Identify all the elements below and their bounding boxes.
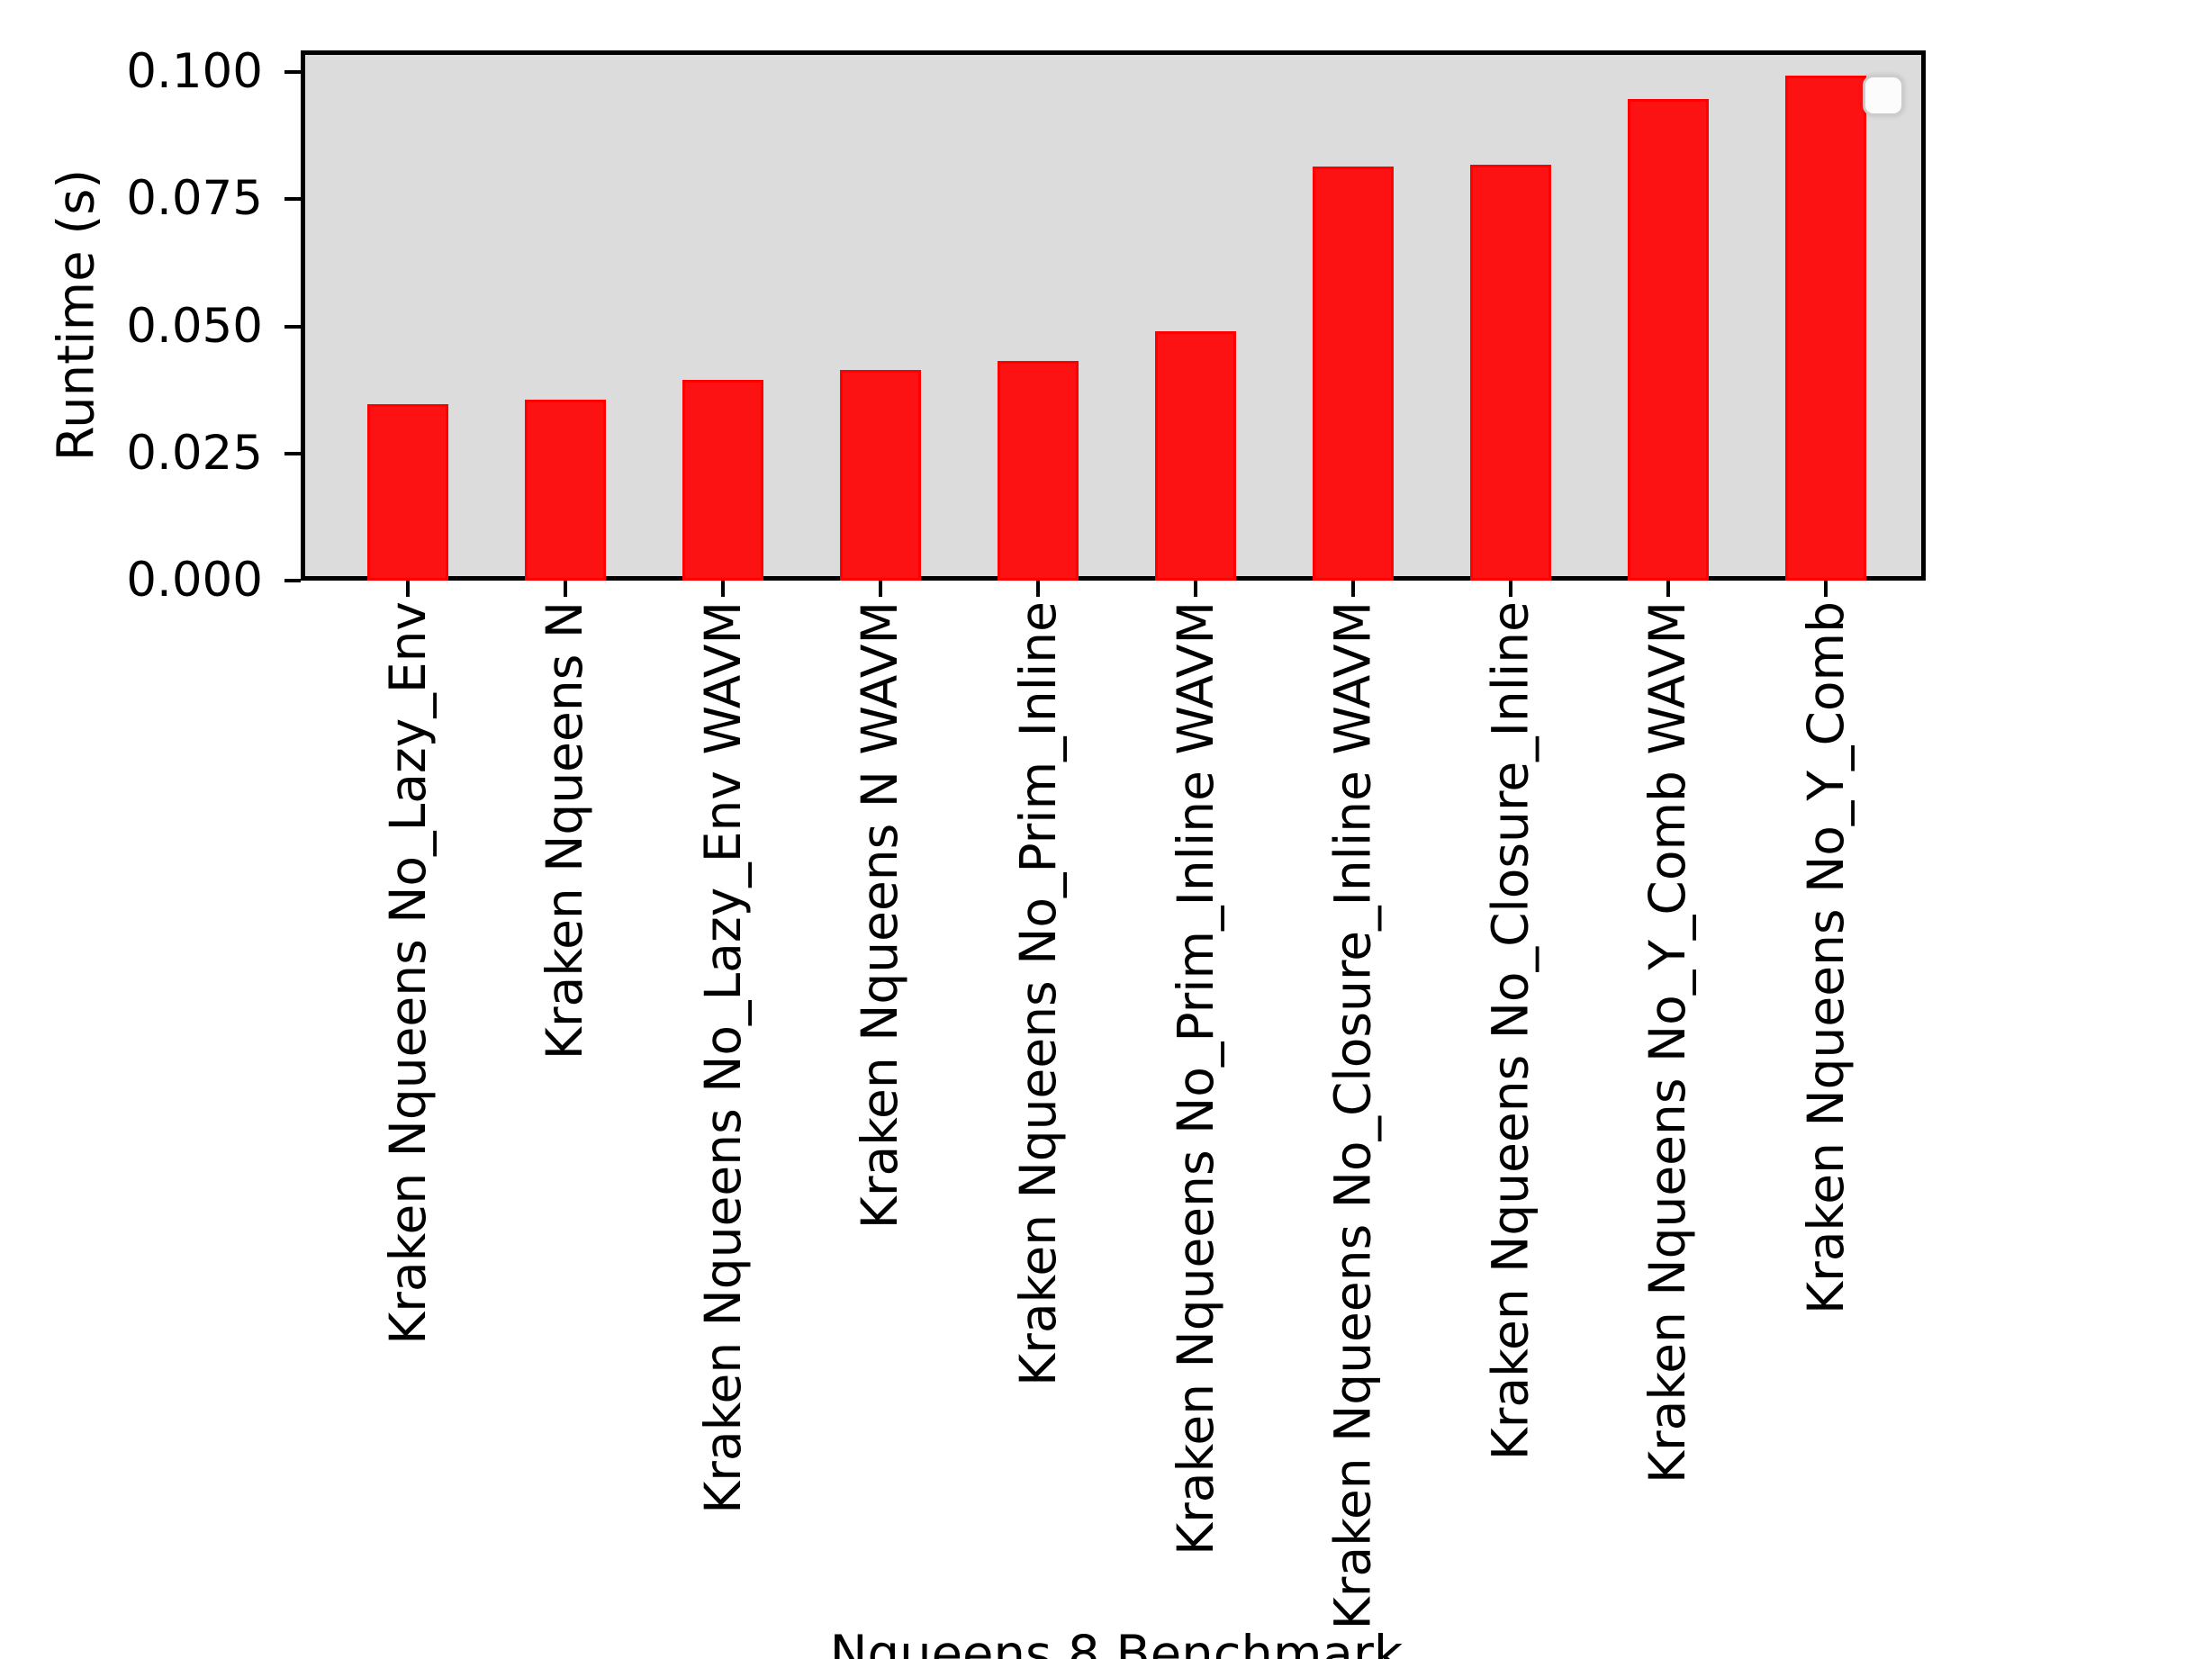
bar <box>1155 331 1236 581</box>
x-tick-mark <box>1351 581 1355 597</box>
bar <box>1313 167 1394 581</box>
x-tick-mark <box>1509 581 1512 597</box>
x-tick-label: Kraken Nqueens No_Lazy_Env <box>378 601 437 1345</box>
y-tick-label: 0.050 <box>126 298 263 354</box>
x-tick-label: Kraken Nqueens No_Prim_Inline WAVM <box>1166 601 1224 1555</box>
bar <box>367 404 448 581</box>
bar <box>840 370 921 581</box>
y-tick-mark <box>284 197 301 202</box>
bar <box>682 380 763 581</box>
y-tick-mark <box>284 70 301 74</box>
x-tick-label: Kraken Nqueens N <box>536 601 594 1060</box>
bar <box>998 361 1079 581</box>
y-tick-label: 0.000 <box>126 553 263 608</box>
x-tick-mark <box>721 581 725 597</box>
x-axis-label: Nqueens 8 Benchmark <box>829 1625 1404 1659</box>
x-tick-mark <box>564 581 567 597</box>
x-tick-label: Kraken Nqueens No_Y_Comb <box>1796 601 1855 1314</box>
x-tick-label: Kraken Nqueens No_Closure_Inline WAVM <box>1323 601 1382 1630</box>
x-tick-mark <box>406 581 410 597</box>
y-tick-mark <box>284 324 301 329</box>
y-tick-mark <box>284 579 301 582</box>
x-tick-label: Kraken Nqueens No_Prim_Inline <box>1008 601 1067 1386</box>
x-tick-mark <box>1824 581 1828 597</box>
x-tick-label: Kraken Nqueens No_Lazy_Env WAVM <box>693 601 752 1514</box>
y-tick-label: 0.025 <box>126 425 263 481</box>
x-tick-label: Kraken Nqueens N WAVM <box>851 601 909 1230</box>
y-axis-label: Runtime (s) <box>47 168 106 462</box>
y-tick-label: 0.100 <box>126 44 263 99</box>
x-tick-label: Kraken Nqueens No_Y_Comb WAVM <box>1639 601 1697 1484</box>
bar <box>1628 99 1709 581</box>
legend-box <box>1863 75 1904 116</box>
x-tick-mark <box>1036 581 1040 597</box>
x-tick-mark <box>1194 581 1197 597</box>
x-tick-label: Kraken Nqueens No_Closure_Inline <box>1481 601 1539 1461</box>
x-tick-mark <box>879 581 882 597</box>
bar <box>1785 76 1866 581</box>
y-tick-mark <box>284 451 301 455</box>
y-tick-label: 0.075 <box>126 171 263 227</box>
bar <box>1470 165 1551 581</box>
x-tick-mark <box>1666 581 1670 597</box>
bar <box>525 400 606 581</box>
